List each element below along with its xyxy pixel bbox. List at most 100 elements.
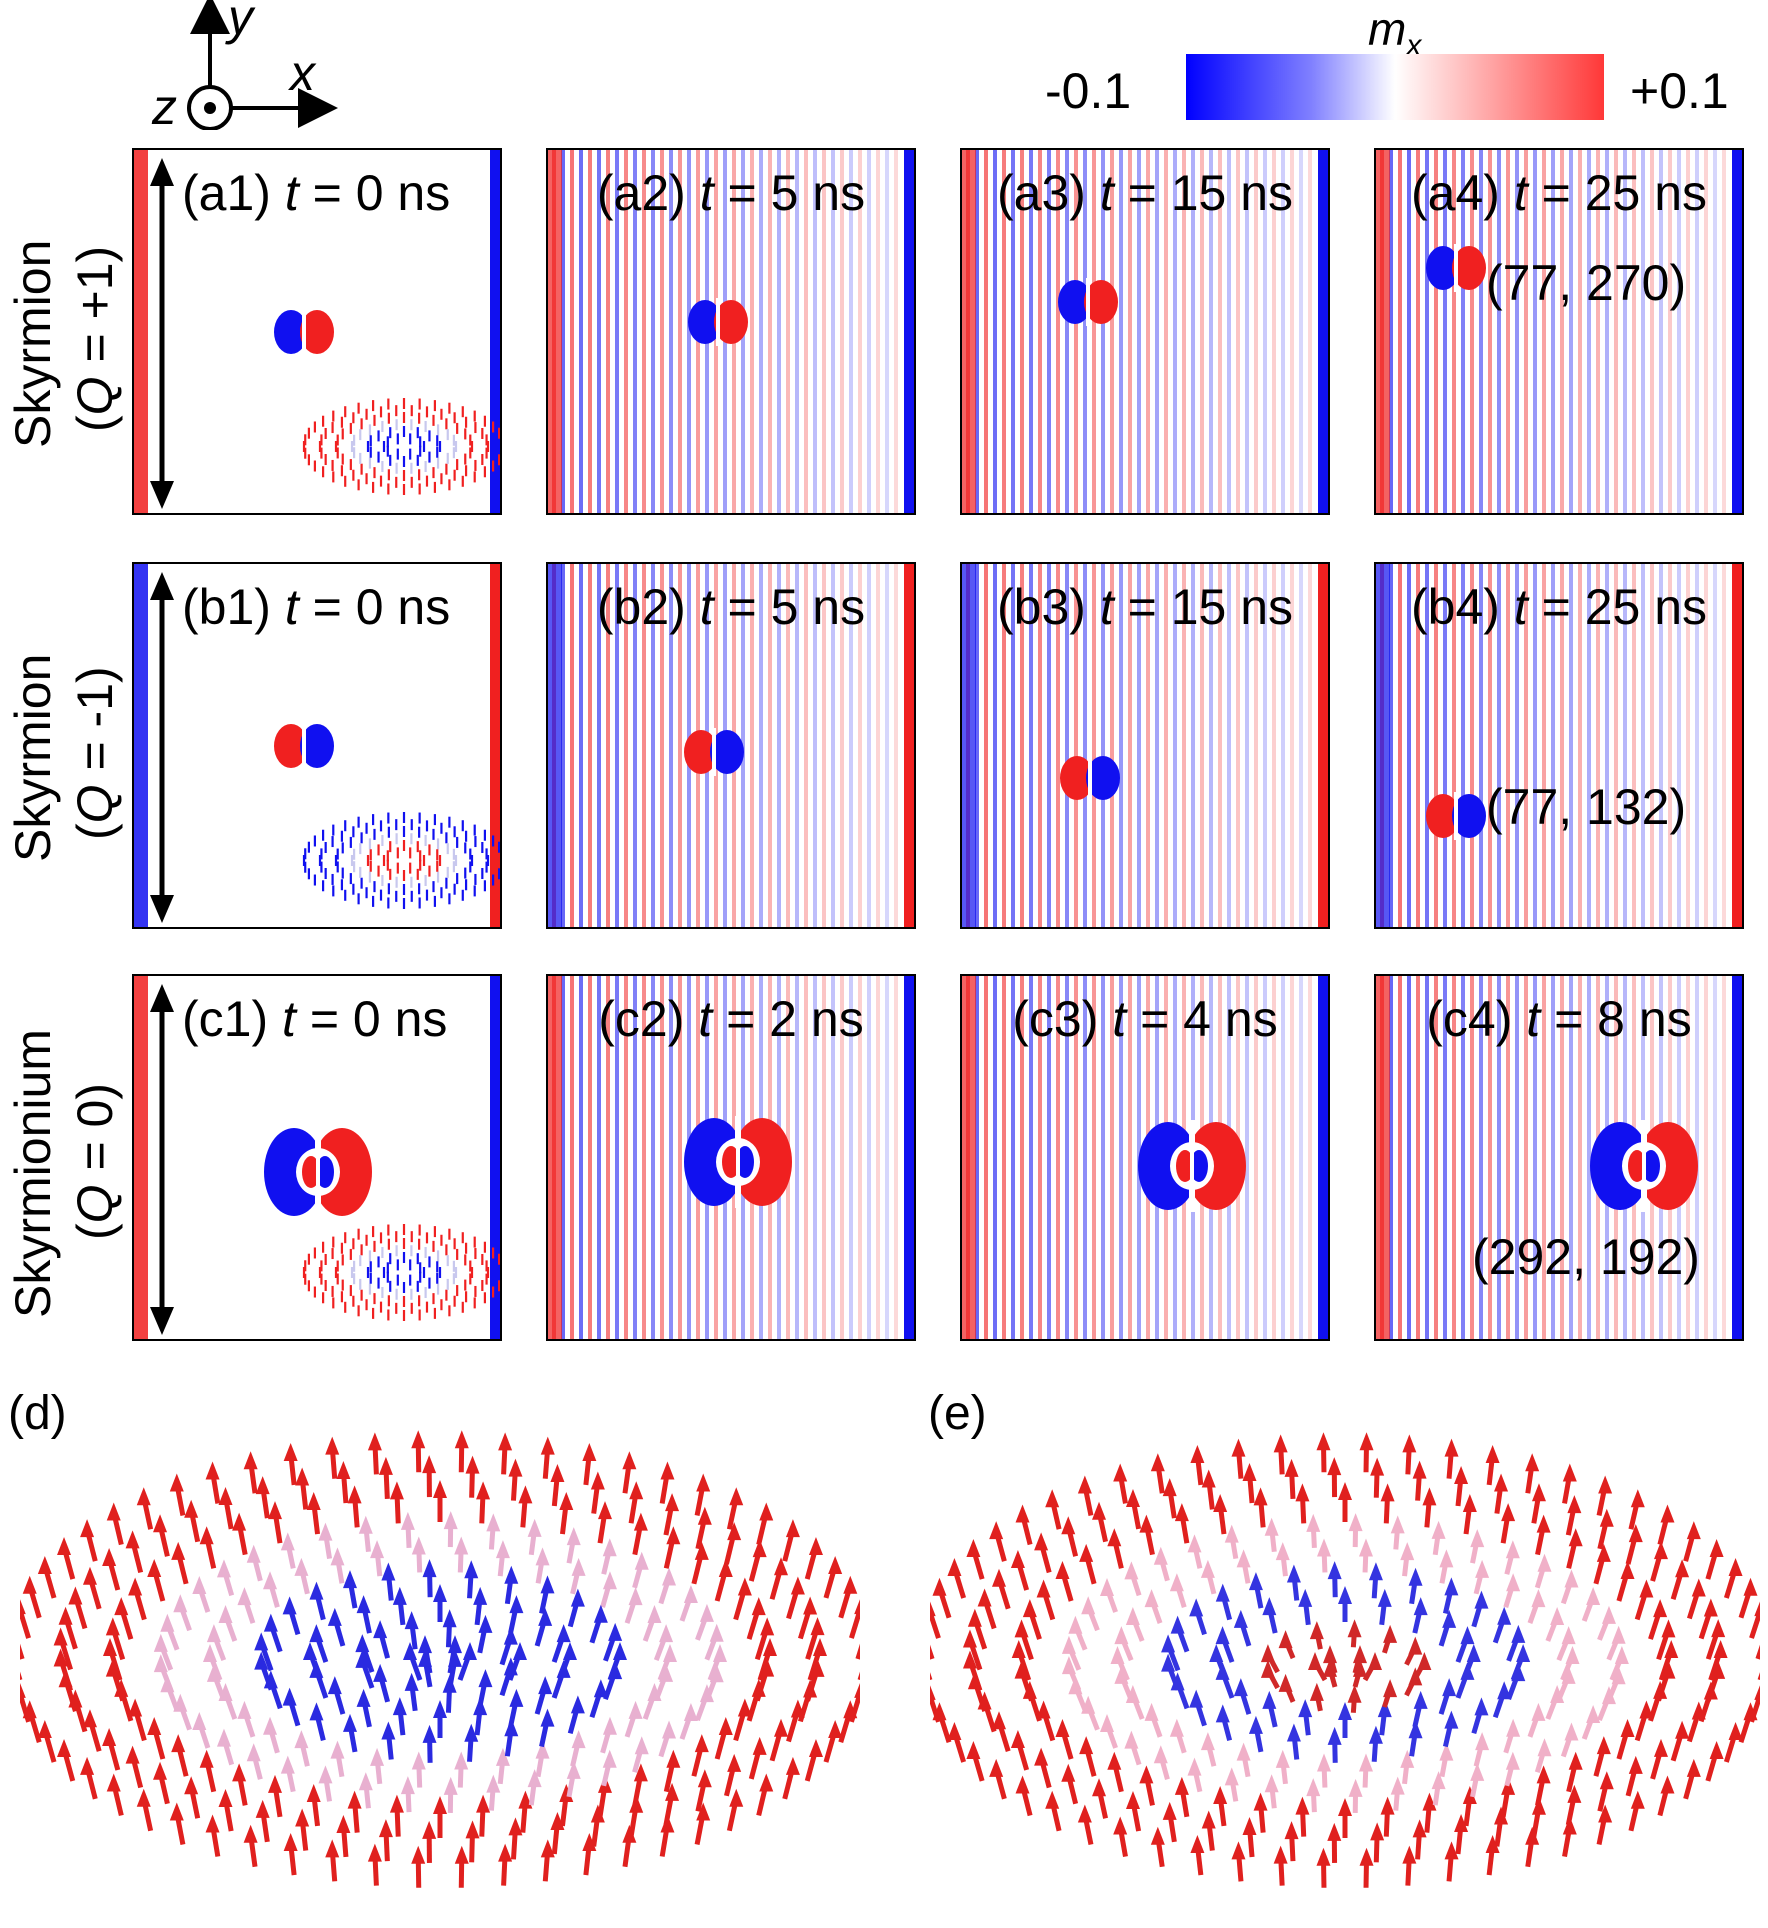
position-coordinate: (77, 132) <box>1486 779 1687 835</box>
right-boundary <box>490 976 500 1339</box>
spin-wave-stripe <box>579 150 583 513</box>
spin-arrow <box>184 1499 201 1543</box>
spin-wave-stripe <box>1254 976 1258 1339</box>
spin-wave-stripe <box>1299 564 1303 927</box>
spin-wave-stripe <box>579 976 583 1339</box>
spin-wave-stripe <box>1092 564 1096 927</box>
spin-arrow <box>1100 1713 1118 1749</box>
spin-wave-stripe <box>1389 150 1393 513</box>
spin-arrow <box>966 1539 985 1580</box>
spin-wave-stripe <box>1146 150 1150 513</box>
spin-wave-stripe <box>1173 564 1177 927</box>
spin-arrow <box>1081 1596 1100 1632</box>
panel-b2: (b2) t = 5 ns <box>546 562 916 929</box>
spin-wave-stripe <box>1092 150 1096 513</box>
field-map <box>548 976 914 1339</box>
spin-arrow <box>590 1804 605 1847</box>
spin-wave-stripe <box>1020 150 1024 513</box>
right-boundary <box>904 976 914 1339</box>
spin-arrow <box>782 1756 800 1800</box>
spin-arrow <box>1686 1701 1706 1743</box>
field-map <box>962 150 1328 513</box>
spin-arrow <box>147 1559 166 1602</box>
spin-wave-stripe <box>975 976 979 1339</box>
spin-wave-stripe <box>1551 150 1555 513</box>
panel-id: (c3) <box>1012 991 1099 1047</box>
spin-arrow <box>343 1570 358 1609</box>
spin-arrow <box>694 1802 711 1845</box>
spin-arrow <box>589 1679 608 1719</box>
spin-arrow <box>169 1802 186 1845</box>
spin-arrow <box>1034 1532 1052 1574</box>
spin-arrow <box>114 1597 134 1640</box>
spin-arrow <box>57 1537 76 1580</box>
spin-arrow <box>309 1581 326 1621</box>
right-boundary <box>490 150 500 513</box>
spin-arrow <box>443 1511 458 1548</box>
spin-arrow <box>1738 1702 1758 1744</box>
spin-arrow <box>433 1796 447 1838</box>
spin-arrow <box>378 1456 393 1499</box>
spin-wave-stripe <box>1227 150 1231 513</box>
spin-arrow <box>1597 1686 1616 1722</box>
spin-wave-stripe <box>1443 150 1447 513</box>
panel-id: (c2) <box>598 991 685 1047</box>
spin-wave-stripe <box>1713 150 1717 513</box>
spin-arrow <box>1161 1634 1181 1672</box>
spin-wave-stripe <box>885 976 889 1339</box>
spin-arrow <box>499 1626 518 1666</box>
spin-wave-stripe <box>1074 976 1078 1339</box>
spin-arrow <box>1113 1816 1128 1857</box>
spin-arrow <box>381 1721 396 1760</box>
spin-wave-stripe <box>588 976 592 1339</box>
spin-arrow <box>1236 1549 1251 1584</box>
spin-arrow <box>1616 1719 1635 1760</box>
spin-wave-stripe <box>768 564 772 927</box>
spin-arrow <box>1309 1682 1324 1712</box>
left-boundary <box>962 976 976 1339</box>
spin-arrow <box>1262 1690 1278 1728</box>
time-symbol: t <box>1099 579 1114 635</box>
spin-arrow <box>1492 1606 1512 1644</box>
right-boundary <box>1318 976 1328 1339</box>
spin-arrow <box>1233 1678 1252 1715</box>
spin-wave-stripe <box>1263 150 1267 513</box>
spin-wave-stripe <box>1614 150 1618 513</box>
spin-arrow <box>464 1723 479 1762</box>
spin-arrow <box>1213 1494 1228 1535</box>
spin-wave-stripe <box>984 150 988 513</box>
spin-arrow <box>659 1461 675 1504</box>
spin-arrow <box>694 1473 711 1516</box>
spin-arrow <box>559 1492 574 1535</box>
spin-wave-stripe <box>1056 976 1060 1339</box>
spin-arrow <box>1092 1501 1109 1543</box>
spin-arrow <box>1628 1790 1645 1832</box>
spin-wave-stripe <box>984 564 988 927</box>
spin-arrow <box>1504 1540 1520 1575</box>
spin-wave-stripe <box>1479 150 1483 513</box>
field-map <box>1376 564 1742 927</box>
spin-arrow <box>601 1749 617 1787</box>
spin-arrow <box>786 1576 805 1620</box>
spin-arrow <box>1015 1775 1033 1817</box>
spin-arrow <box>1162 1478 1177 1519</box>
spin-wave-stripe <box>1281 564 1285 927</box>
spin-wave-stripe <box>1038 976 1042 1339</box>
spin-arrow <box>1404 1667 1423 1697</box>
spin-arrow <box>465 1455 480 1498</box>
skyrmion-spin-texture <box>20 1430 860 1888</box>
spin-arrow <box>1215 1626 1235 1663</box>
spin-wave-stripe <box>840 150 844 513</box>
spin-arrow <box>411 1751 426 1788</box>
spin-wave-stripe <box>777 150 781 513</box>
spin-arrow <box>422 1820 437 1863</box>
left-boundary <box>548 150 562 513</box>
colorbar-gradient <box>1186 54 1604 120</box>
spin-arrow <box>433 1584 447 1622</box>
time-value: = 5 ns <box>713 165 866 221</box>
spin-arrow <box>102 1548 121 1591</box>
row-label-a-q-val: = +1) <box>67 245 123 377</box>
spin-wave-stripe <box>1587 150 1591 513</box>
spin-wave-stripe <box>1488 150 1492 513</box>
spin-wave-stripe <box>642 564 646 927</box>
